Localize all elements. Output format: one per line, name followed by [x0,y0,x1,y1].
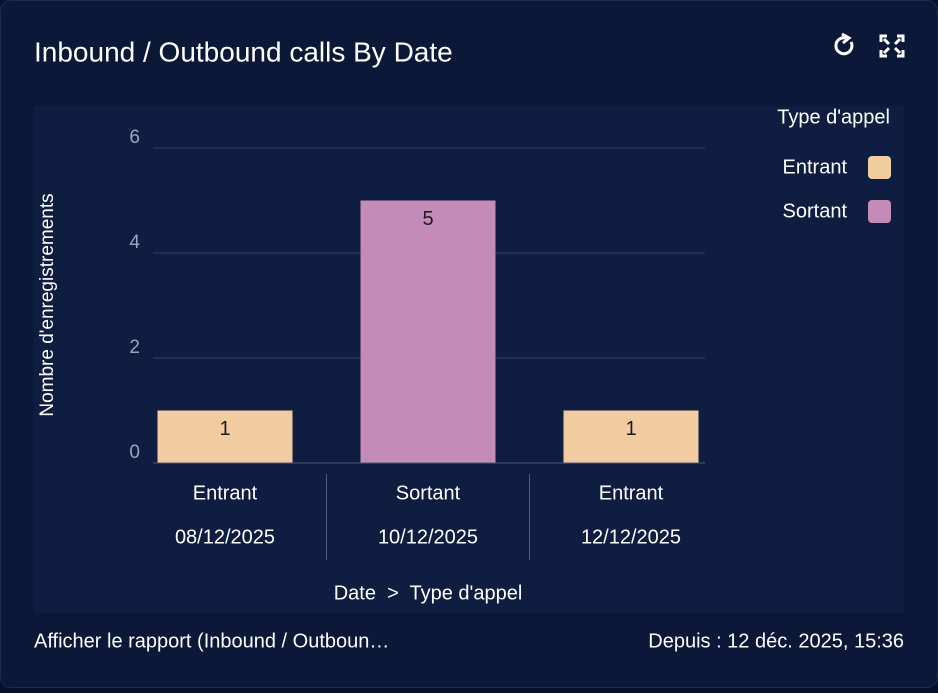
expand-icon [879,34,905,58]
x-tick-sublabel: Entrant [193,482,258,504]
y-tick-label: 2 [129,337,140,358]
y-tick-label: 0 [129,442,140,463]
legend-label: Entrant [783,156,848,178]
x-tick-sublabel: Entrant [599,482,664,504]
refresh-button[interactable] [834,32,854,56]
legend-label: Sortant [783,200,848,222]
refresh-arrow [841,32,852,45]
data-label: 1 [219,418,230,440]
data-label: 5 [422,208,433,230]
bar [360,200,496,463]
bar [563,410,699,463]
legend-title: Type d'appel [777,106,890,128]
y-tick-label: 6 [129,127,140,148]
x-tick-label: 08/12/2025 [175,526,275,548]
bar [157,410,293,463]
legend-swatch [868,156,891,179]
legend-swatch [868,200,891,223]
x-tick-label: 12/12/2025 [581,526,681,548]
data-label: 1 [625,418,636,440]
x-tick-label: 10/12/2025 [378,526,478,548]
expand-button[interactable] [879,34,905,58]
x-tick-sublabel: Sortant [396,482,461,504]
report-link[interactable]: Afficher le rapport (Inbound / Outboun… [34,630,389,652]
since-label: Depuis : 12 déc. 2025, 15:36 [648,630,904,652]
x-axis-title: Date > Type d'appel [334,582,523,604]
y-axis-title: Nombre d'enregistrements [37,193,58,416]
widget-title: Inbound / Outbound calls By Date [34,36,453,67]
refresh-icon [834,36,854,56]
y-tick-label: 4 [129,232,140,253]
